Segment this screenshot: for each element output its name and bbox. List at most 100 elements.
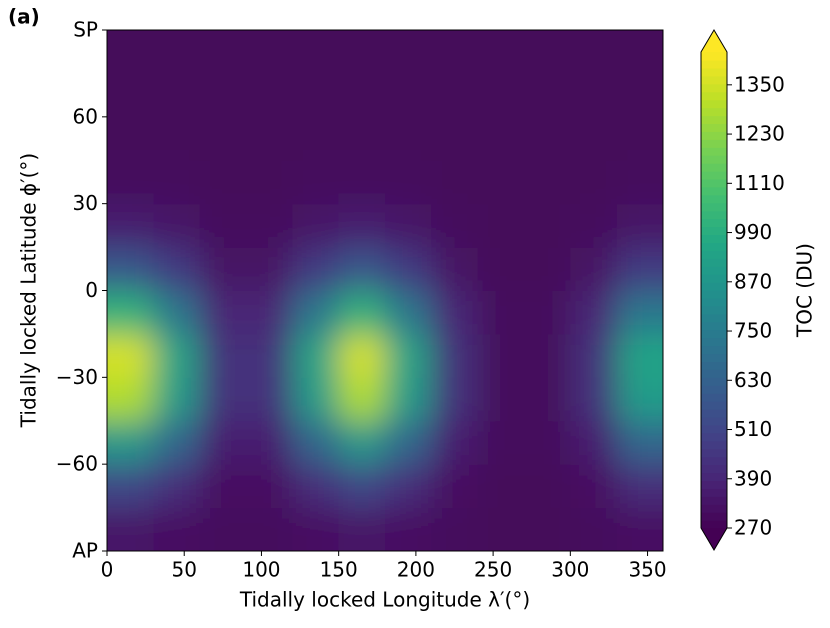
colorbar-step bbox=[701, 480, 727, 489]
field-cell bbox=[385, 420, 432, 465]
field-cell bbox=[292, 333, 340, 378]
colorbar-step bbox=[701, 496, 727, 505]
field-cell bbox=[199, 420, 247, 465]
colorbar-step bbox=[701, 424, 727, 434]
y-tick-label: 30 bbox=[73, 191, 98, 215]
field-cell bbox=[338, 73, 386, 118]
field-cell bbox=[107, 116, 154, 161]
field-cell bbox=[616, 247, 663, 291]
colorbar-step bbox=[701, 377, 727, 386]
colorbar-step bbox=[701, 202, 727, 212]
colorbar-step bbox=[701, 432, 727, 442]
x-tick-label: 0 bbox=[101, 558, 114, 582]
colorbar-step bbox=[701, 147, 727, 156]
field-cell bbox=[199, 507, 247, 551]
field-cell bbox=[153, 377, 201, 422]
field-cell bbox=[477, 420, 525, 465]
field-cell bbox=[477, 160, 525, 205]
field-cell bbox=[570, 464, 618, 509]
field-cell bbox=[570, 247, 618, 291]
field-cell bbox=[385, 73, 432, 118]
field-cell bbox=[292, 73, 340, 118]
field-cell bbox=[570, 420, 618, 465]
colorbar-extend-bottom bbox=[701, 528, 727, 550]
x-tick-label: 200 bbox=[397, 558, 435, 582]
field-cell bbox=[385, 116, 432, 161]
colorbar-step bbox=[701, 52, 727, 61]
field-cell bbox=[338, 116, 386, 161]
colorbar-tick-label: 510 bbox=[734, 417, 772, 441]
field-cell bbox=[338, 420, 386, 465]
x-axis-label: Tidally locked Longitude λ′(°) bbox=[239, 588, 530, 612]
field-cell bbox=[616, 377, 663, 422]
colorbar-step bbox=[701, 139, 727, 148]
x-tick-label: 300 bbox=[551, 558, 589, 582]
colorbar-step bbox=[701, 472, 727, 481]
field-cell bbox=[153, 420, 201, 465]
field-cell bbox=[524, 116, 571, 161]
colorbar-step bbox=[701, 83, 727, 93]
colorbar-step bbox=[701, 194, 727, 204]
colorbar-step bbox=[701, 488, 727, 497]
field-cell bbox=[338, 30, 386, 74]
field-cell bbox=[385, 203, 432, 248]
colorbar-step bbox=[701, 353, 727, 362]
field-cell bbox=[292, 203, 340, 248]
field-cell bbox=[292, 290, 340, 335]
colorbar-step bbox=[701, 115, 727, 124]
y-tick-label: −30 bbox=[56, 365, 98, 389]
field-cell bbox=[524, 203, 571, 248]
field-cell bbox=[199, 464, 247, 509]
field-cell bbox=[246, 203, 293, 248]
colorbar-tick-label: 1110 bbox=[734, 171, 785, 195]
field-cell bbox=[292, 507, 340, 551]
field-cell bbox=[616, 116, 663, 161]
field-cell bbox=[524, 247, 571, 291]
field-cell bbox=[477, 247, 525, 291]
field-cell bbox=[431, 420, 479, 465]
colorbar-step bbox=[701, 274, 727, 283]
colorbar-step bbox=[701, 416, 727, 426]
field-cell bbox=[199, 73, 247, 118]
field-cell bbox=[477, 377, 525, 422]
field-cell bbox=[616, 290, 663, 335]
colorbar-step bbox=[701, 290, 727, 299]
colorbar-step bbox=[701, 91, 727, 101]
field-cell bbox=[477, 116, 525, 161]
field-cell bbox=[292, 247, 340, 291]
field-cell bbox=[570, 290, 618, 335]
colorbar-step bbox=[701, 440, 727, 450]
field-cell bbox=[616, 507, 663, 551]
colorbar-step bbox=[701, 123, 727, 132]
colorbar-step bbox=[701, 67, 727, 77]
field-cell bbox=[199, 116, 247, 161]
y-tick-label: 0 bbox=[85, 278, 98, 302]
cells bbox=[107, 30, 663, 551]
field-cell bbox=[338, 507, 386, 551]
colorbar-tick-label: 630 bbox=[734, 368, 772, 392]
field-cell bbox=[338, 247, 386, 291]
field-cell bbox=[107, 507, 154, 551]
field-cell bbox=[570, 73, 618, 118]
field-cell bbox=[385, 247, 432, 291]
colorbar-step bbox=[701, 393, 727, 402]
colorbar-step bbox=[701, 369, 727, 378]
field-cell bbox=[570, 160, 618, 205]
y-tick-label: −60 bbox=[56, 452, 98, 476]
field-cell bbox=[385, 464, 432, 509]
colorbar-step bbox=[701, 242, 727, 251]
field-cell bbox=[199, 160, 247, 205]
field-cell bbox=[570, 203, 618, 248]
colorbar-step bbox=[701, 282, 727, 291]
colorbar-step bbox=[701, 234, 727, 243]
y-axis-label: Tidally locked Latitude ϕ′(°) bbox=[17, 153, 41, 428]
field-cell bbox=[616, 464, 663, 509]
field-cell bbox=[199, 290, 247, 335]
colorbar-step bbox=[701, 266, 727, 275]
field-cell bbox=[246, 377, 293, 422]
field-cell bbox=[338, 290, 386, 335]
field-cell bbox=[107, 464, 154, 509]
colorbar-step bbox=[701, 131, 727, 140]
field-cell bbox=[107, 333, 154, 378]
colorbar-label: TOC (DU) bbox=[793, 243, 817, 338]
